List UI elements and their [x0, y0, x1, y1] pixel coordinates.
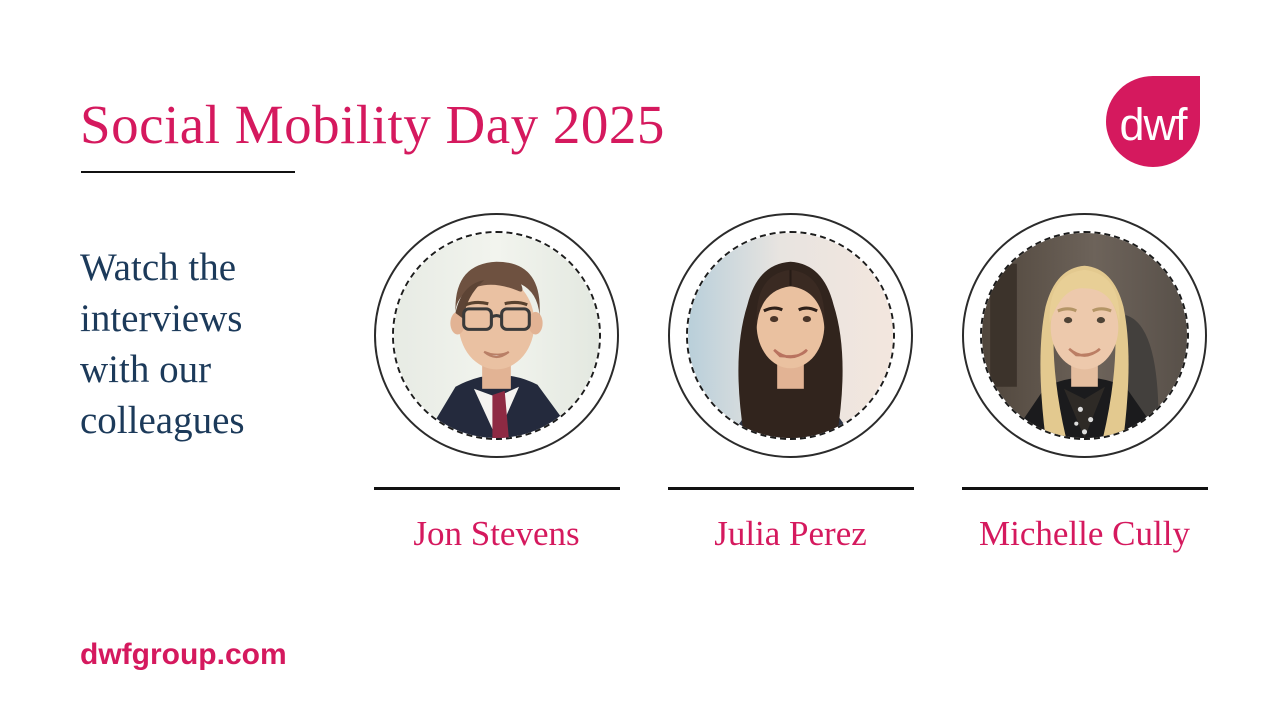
portrait-photo: [686, 231, 895, 440]
intro-text: Watch the interviews with our colleagues: [80, 246, 245, 442]
page-title: Social Mobility Day 2025: [80, 94, 665, 155]
michelle-cully-photo: [982, 233, 1187, 438]
person-card[interactable]: Michelle Cully: [960, 213, 1209, 554]
portrait-photo: [980, 231, 1189, 440]
title-underline: [81, 171, 295, 173]
website-link[interactable]: dwfgroup.com: [80, 638, 287, 671]
julia-perez-photo: [688, 233, 893, 438]
person-card[interactable]: Julia Perez: [666, 213, 915, 554]
person-card[interactable]: Jon Stevens: [372, 213, 621, 554]
people-row: Jon Stevens: [372, 213, 1209, 554]
dwf-logo: dwf: [1106, 76, 1200, 167]
person-name: Jon Stevens: [413, 514, 580, 553]
portrait-ring: [668, 213, 913, 458]
portrait-ring: [962, 213, 1207, 458]
person-name: Michelle Cully: [979, 514, 1190, 553]
name-divider: [373, 487, 620, 490]
portrait-ring: [374, 213, 619, 458]
person-name: Julia Perez: [714, 514, 867, 553]
portrait-photo: [392, 231, 601, 440]
jon-stevens-photo: [394, 233, 599, 438]
dwf-logo-text: dwf: [1119, 98, 1187, 150]
name-divider: [961, 487, 1208, 490]
name-divider: [667, 487, 914, 490]
